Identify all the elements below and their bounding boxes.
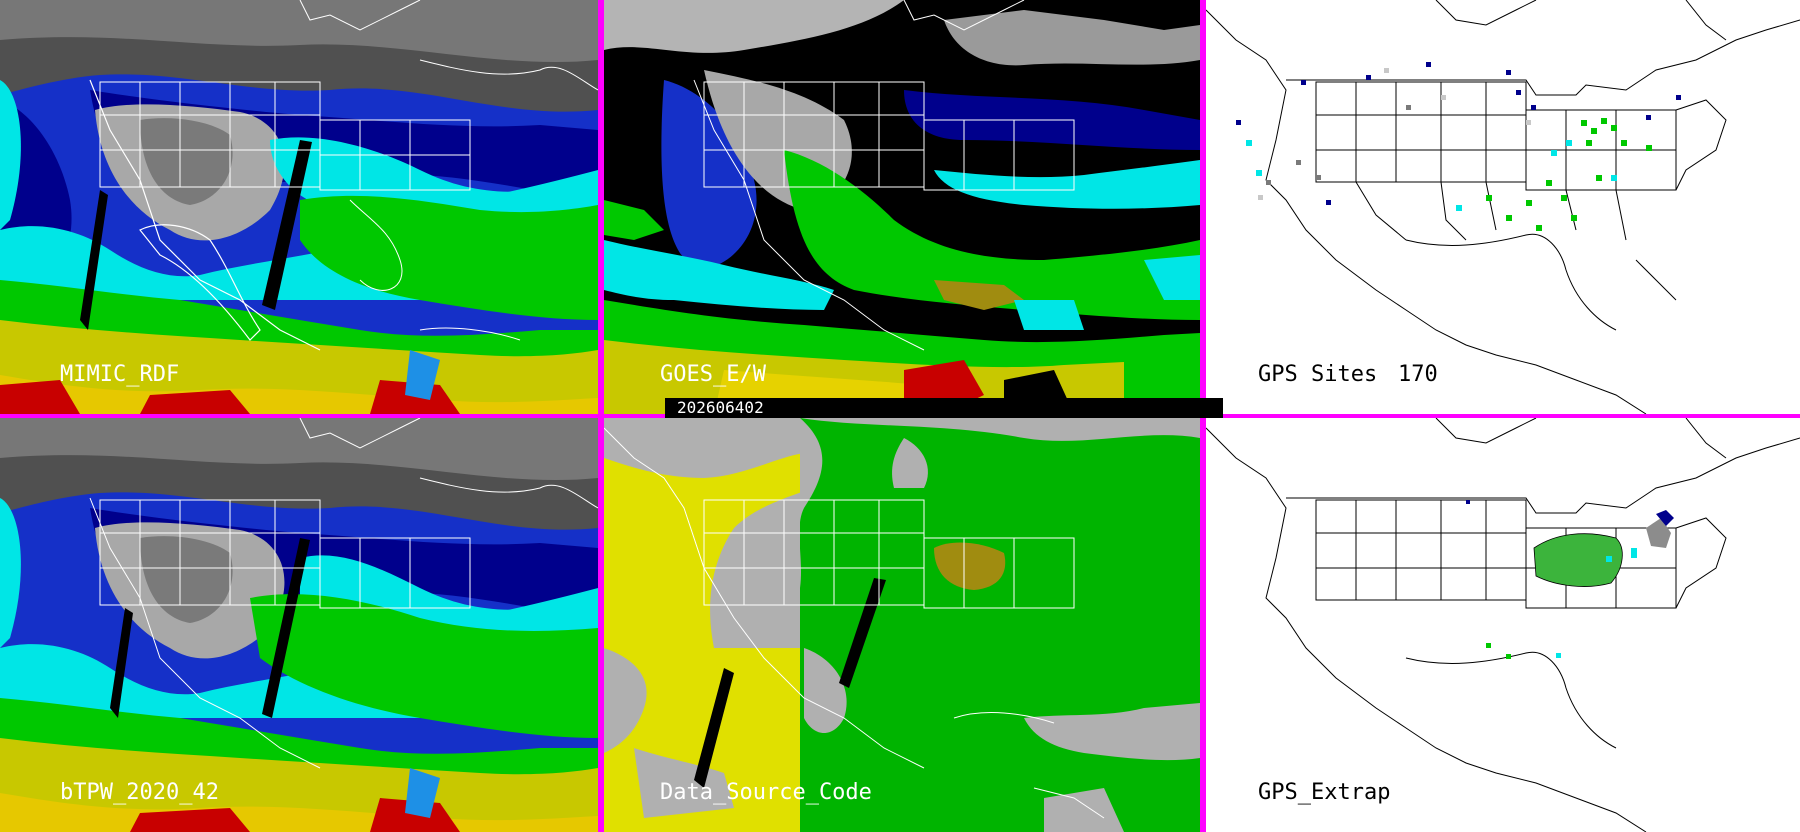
gps-site-markers [1236, 62, 1681, 231]
panel-label-btpw: bTPW_2020_42 [60, 780, 219, 805]
panel-label-gps-sites: GPS Sites [1258, 362, 1378, 387]
data-source-map [604, 418, 1200, 832]
timestamp-text: 202606402 [677, 398, 764, 417]
tpw-map-btpw [0, 418, 598, 832]
panel-label-gps-extrap: GPS_Extrap [1258, 780, 1391, 805]
gps-site-map [1206, 0, 1800, 414]
panel-goes-ew: GOES_E/W [604, 0, 1200, 414]
panel-mimic-rdf: MIMIC_RDF [0, 0, 598, 414]
panel-btpw: bTPW_2020_42 [0, 418, 598, 832]
timestamp-bar: 202606402 [665, 398, 1223, 418]
panel-label-data-source-code: Data_Source_Code [660, 780, 872, 805]
tpw-map-goes [604, 0, 1200, 414]
panel-label-goes-ew: GOES_E/W [660, 362, 766, 387]
panel-label-mimic-rdf: MIMIC_RDF [60, 362, 180, 387]
panel-gps-sites: GPS Sites 170 [1206, 0, 1800, 414]
gps-extrap-map [1206, 418, 1800, 832]
panel-gps-extrap: GPS_Extrap [1206, 418, 1800, 832]
panel-data-source-code: Data_Source_Code [604, 418, 1200, 832]
gps-site-count: 170 [1398, 362, 1438, 387]
tpw-map-mimic [0, 0, 598, 414]
